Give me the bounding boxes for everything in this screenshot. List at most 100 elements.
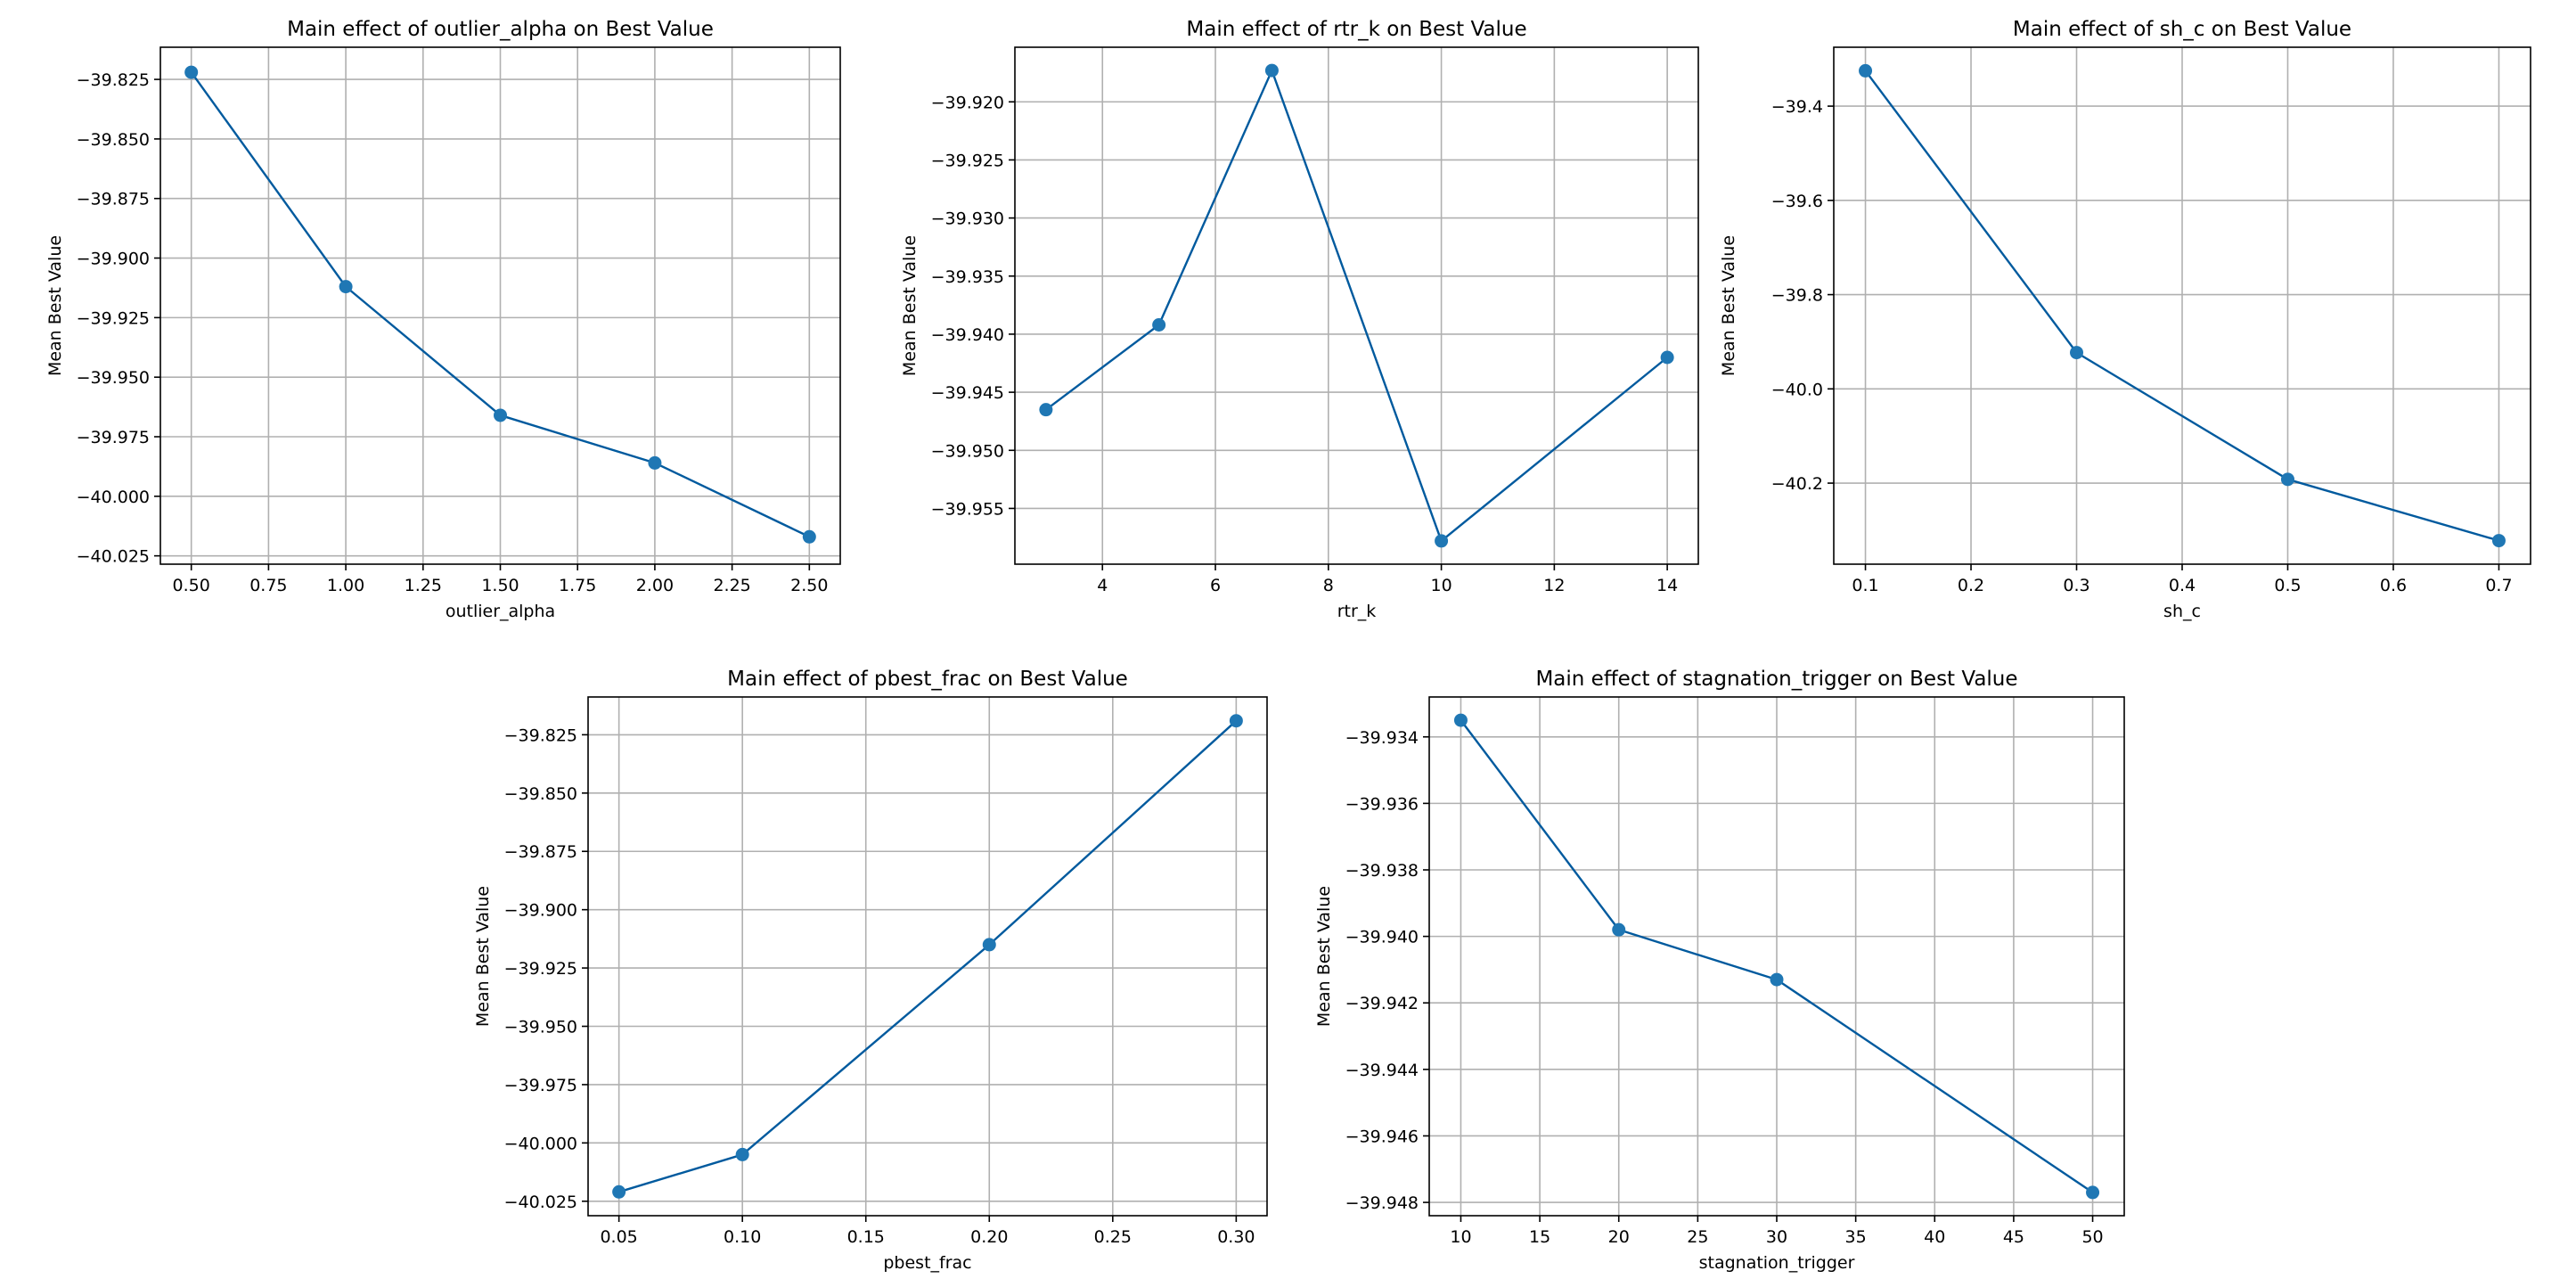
y-tick-label: −39.975 (77, 428, 150, 447)
data-point (1152, 318, 1166, 332)
x-tick-label: 0.25 (1094, 1227, 1132, 1247)
subplot-5: 10 15 20 25 30 35 40 45 50 −39.934 −39.936 −39.938 −… (1314, 668, 2125, 1273)
subplot-1: 0.50 0.75 1.00 1.25 1.50 1.75 2.00 2.25 2.50 −39.… (45, 18, 841, 621)
y-tick-label: −39.8 (1771, 286, 1823, 306)
x-tick-label: 1.00 (327, 576, 364, 595)
data-point (982, 938, 996, 952)
subplot-3: 0.1 0.2 0.3 0.4 0.5 0.6 0.7 −39.4 −39.6 −39.8 −40.… (1719, 18, 2531, 621)
y-tick-label: −39.945 (931, 383, 1004, 403)
data-point (735, 1147, 749, 1161)
y-axis-label: Mean Best Value (473, 886, 493, 1027)
x-tick-label: 20 (1608, 1227, 1630, 1247)
y-tick-label: −39.935 (931, 267, 1004, 287)
data-point (1859, 63, 1873, 78)
x-tick-label: 0.5 (2274, 576, 2301, 595)
y-tick-label: −39.825 (77, 70, 150, 90)
x-tick-label: 0.75 (249, 576, 287, 595)
x-tick-label: 12 (1543, 576, 1565, 595)
data-point (648, 455, 662, 470)
x-tick-label: 0.30 (1217, 1227, 1255, 1247)
y-tick-label: −40.0 (1771, 380, 1823, 399)
data-point (802, 529, 816, 544)
x-axis-label: rtr_k (1337, 602, 1377, 621)
data-point (1612, 922, 1626, 937)
y-tick-label: −39.925 (931, 151, 1004, 170)
data-point (1770, 972, 1784, 987)
y-tick-label: −39.934 (1345, 728, 1419, 748)
data-point (1453, 713, 1468, 727)
y-axis-label: Mean Best Value (45, 235, 65, 376)
y-tick-label: −39.850 (77, 130, 150, 150)
x-tick-label: 2.00 (636, 576, 674, 595)
data-point (2086, 1185, 2100, 1200)
x-tick-label: 15 (1529, 1227, 1550, 1247)
y-tick-label: −39.925 (77, 308, 150, 328)
data-point (1660, 350, 1674, 365)
y-tick-label: −39.944 (1345, 1061, 1419, 1080)
y-tick-label: −39.850 (504, 784, 577, 804)
y-axis-label: Mean Best Value (900, 235, 920, 376)
data-point (1229, 714, 1243, 728)
data-point (1039, 403, 1053, 417)
x-tick-label: 0.50 (173, 576, 210, 595)
y-tick-label: −39.938 (1345, 861, 1419, 881)
y-tick-label: −39.950 (931, 441, 1004, 461)
y-tick-label: −39.875 (77, 190, 150, 209)
x-tick-label: 50 (2081, 1227, 2103, 1247)
plot-frame (587, 696, 1268, 1217)
y-tick-label: −39.930 (931, 209, 1004, 229)
x-axis-label: pbest_frac (883, 1253, 971, 1273)
data-point (184, 65, 199, 79)
chart-title: Main effect of pbest_frac on Best Value (727, 668, 1128, 691)
x-tick-label: 0.2 (1958, 576, 1984, 595)
x-axis-label: outlier_alpha (446, 602, 555, 621)
y-tick-label: −39.920 (931, 93, 1004, 112)
chart-title: Main effect of sh_c on Best Value (2013, 18, 2351, 41)
y-tick-label: −39.925 (504, 959, 577, 979)
data-point (1435, 534, 1449, 548)
x-tick-label: 30 (1766, 1227, 1787, 1247)
y-tick-label: −39.940 (931, 325, 1004, 345)
subplot-2: 4 6 8 10 12 14 −39.920 −39.925 −39.930 −39.935 −39… (900, 18, 1699, 621)
y-tick-label: −39.946 (1345, 1127, 1419, 1146)
y-tick-label: −39.4 (1771, 97, 1823, 117)
x-tick-label: 0.05 (600, 1227, 637, 1247)
y-tick-label: −39.6 (1771, 192, 1823, 211)
y-tick-label: −40.000 (77, 488, 150, 507)
y-tick-label: −39.936 (1345, 794, 1419, 814)
x-tick-label: 10 (1450, 1227, 1471, 1247)
y-tick-label: −40.2 (1771, 474, 1823, 494)
y-tick-label: −40.025 (77, 547, 150, 567)
x-tick-label: 14 (1656, 576, 1678, 595)
y-tick-label: −39.825 (504, 725, 577, 745)
data-point (2491, 534, 2506, 548)
y-axis-label: Mean Best Value (1314, 886, 1334, 1027)
y-tick-label: −39.975 (504, 1076, 577, 1095)
y-tick-label: −39.942 (1345, 994, 1419, 1013)
y-tick-label: −40.000 (504, 1134, 577, 1153)
x-tick-label: 1.50 (481, 576, 519, 595)
x-tick-label: 2.25 (713, 576, 750, 595)
data-point (494, 408, 507, 422)
data-point (2070, 346, 2084, 360)
subplot-4: 0.05 0.10 0.15 0.20 0.25 0.30 −39.825 −39.850 −3… (473, 668, 1268, 1273)
plot-frame (1014, 46, 1699, 565)
x-tick-label: 0.10 (724, 1227, 761, 1247)
x-tick-label: 0.6 (2380, 576, 2407, 595)
x-tick-label: 0.20 (970, 1227, 1008, 1247)
y-tick-label: −39.950 (504, 1018, 577, 1037)
x-tick-label: 8 (1323, 576, 1334, 595)
chart-title: Main effect of outlier_alpha on Best Val… (287, 18, 714, 41)
x-axis-label: stagnation_trigger (1699, 1253, 1855, 1273)
data-point (2280, 472, 2294, 487)
x-tick-label: 1.75 (559, 576, 596, 595)
x-tick-label: 4 (1097, 576, 1108, 595)
series-line (1460, 719, 2094, 1193)
x-tick-label: 2.50 (790, 576, 828, 595)
x-tick-label: 35 (1845, 1227, 1867, 1247)
y-tick-label: −39.875 (504, 842, 577, 862)
y-tick-label: −39.955 (931, 499, 1004, 519)
y-tick-label: −39.948 (1345, 1193, 1419, 1213)
y-tick-label: −39.950 (77, 368, 150, 388)
